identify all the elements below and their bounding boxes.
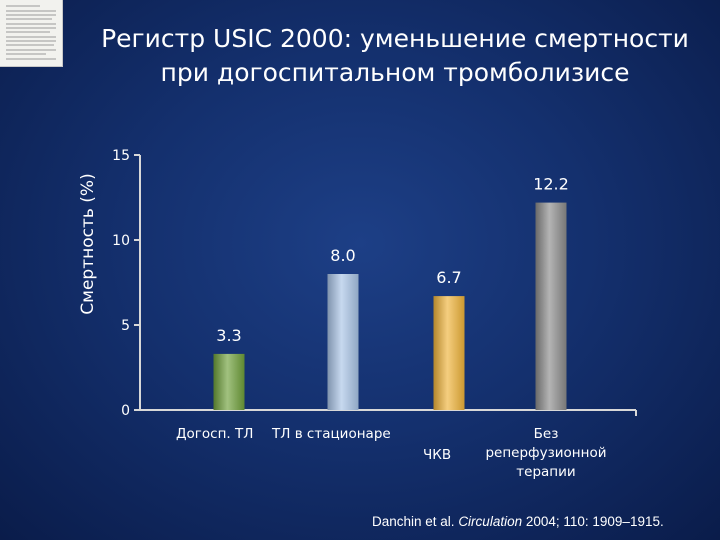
bar-3 <box>433 296 465 410</box>
y-tick-label: 5 <box>121 318 130 334</box>
category-label-line: Без <box>533 426 559 442</box>
y-tick-label: 10 <box>112 233 130 249</box>
category-label-line: Догосп. ТЛ <box>176 426 254 442</box>
bar-1 <box>213 353 245 410</box>
article-thumbnail-lines <box>6 5 56 60</box>
category-label-3: ЧКВ <box>423 446 451 465</box>
category-label-line: реперфузионной <box>485 445 607 461</box>
category-label-1: Догосп. ТЛ <box>176 425 253 444</box>
citation-journal: Circulation <box>458 514 523 529</box>
bar-value-label: 8.0 <box>330 246 355 265</box>
category-label-4: Без реперфузионной терапии <box>471 425 621 482</box>
slide-title: Регистр USIC 2000: уменьшение смертности… <box>70 22 720 90</box>
title-line-2: при догоспитальном тромболизисе <box>160 58 630 87</box>
citation-authors: Danchin et al. <box>372 514 459 529</box>
bar-value-label: 3.3 <box>216 326 241 345</box>
y-tick-label: 15 <box>112 148 130 164</box>
bar-value-label: 6.7 <box>436 268 461 287</box>
bar-2 <box>327 274 359 410</box>
y-tick-label: 0 <box>121 403 130 419</box>
title-line-1: Регистр USIC 2000: уменьшение смертности <box>101 24 689 53</box>
category-label-line: ТЛ в стационаре <box>272 426 391 442</box>
chart-value-labels: 3.3 8.0 6.7 12.2 <box>216 175 569 345</box>
bar-value-label: 12.2 <box>533 175 569 194</box>
article-thumbnail <box>0 0 63 67</box>
citation: Danchin et al. Circulation 2004; 110: 19… <box>372 514 664 529</box>
bar-4 <box>535 202 567 410</box>
category-label-line: ЧКВ <box>423 447 452 463</box>
citation-details: 2004; 110: 1909–1915. <box>522 514 664 529</box>
chart-bars <box>213 202 567 410</box>
category-label-line: терапии <box>516 464 576 480</box>
category-label-2: ТЛ в стационаре <box>272 425 391 444</box>
